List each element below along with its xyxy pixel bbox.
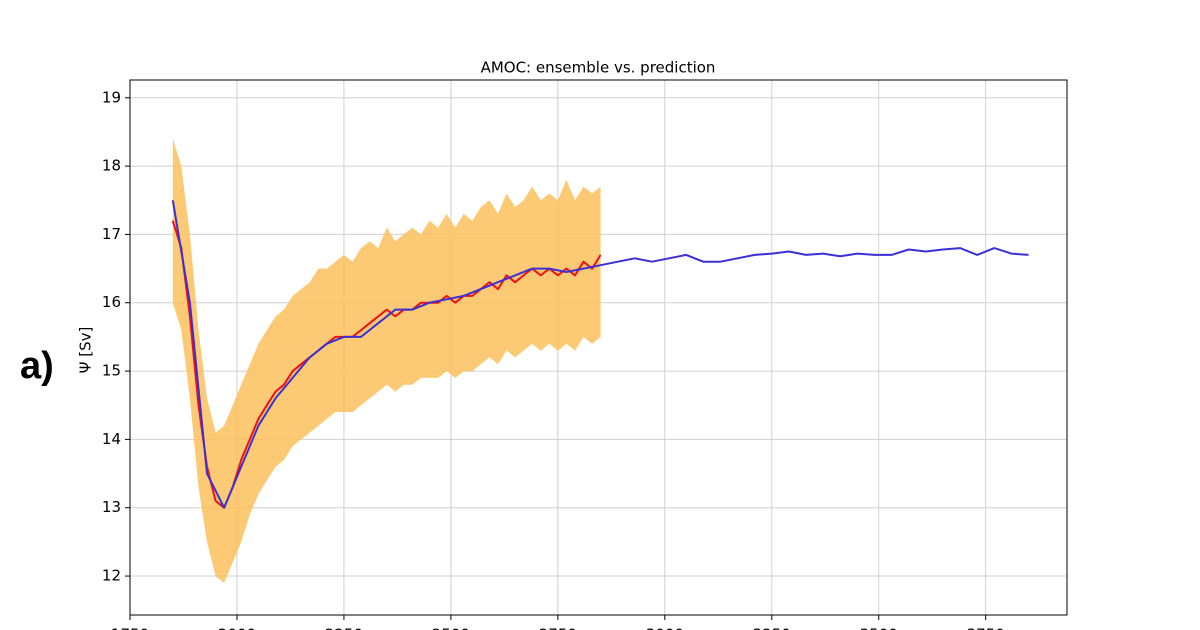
panel-label: a) (20, 345, 54, 387)
y-tick-label: 19 (102, 88, 121, 106)
x-tick-label: 1750 (111, 626, 149, 630)
series-line (171, 220, 602, 509)
x-tick-label: 2000 (218, 626, 256, 630)
y-tick-label: 16 (102, 293, 121, 311)
y-tick-label: 14 (102, 430, 121, 448)
x-tick-label: 3250 (753, 626, 791, 630)
x-tick-label: 2750 (539, 626, 577, 630)
chart-title: AMOC: ensemble vs. prediction (481, 59, 716, 77)
x-tick-label: 2250 (325, 626, 363, 630)
x-tick-label: 3500 (860, 626, 898, 630)
plot-frame (129, 79, 1068, 616)
y-tick-label: 17 (102, 225, 121, 243)
x-tick-label: 3000 (646, 626, 684, 630)
y-tick-label: 15 (102, 362, 121, 380)
x-tick-label: 3750 (967, 626, 1005, 630)
ensemble-band (172, 138, 601, 583)
y-tick-label: 13 (102, 498, 121, 516)
y-tick-label: 18 (102, 157, 121, 175)
y-tick-label: 12 (102, 567, 121, 585)
y-axis-label: Ψ [Sv] (77, 327, 95, 374)
series-line (171, 200, 1029, 509)
x-tick-label: 2500 (432, 626, 470, 630)
